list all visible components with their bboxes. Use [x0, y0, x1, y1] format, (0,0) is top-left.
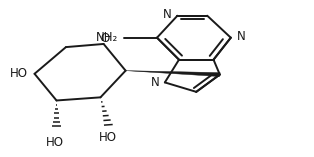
Text: HO: HO: [99, 131, 117, 144]
Text: N: N: [150, 76, 159, 89]
Text: N: N: [163, 8, 172, 21]
Text: HO: HO: [46, 136, 64, 149]
Text: N: N: [236, 30, 245, 43]
Polygon shape: [126, 71, 220, 76]
Text: HO: HO: [10, 67, 28, 80]
Text: NH₂: NH₂: [95, 31, 118, 44]
Text: O: O: [100, 32, 110, 45]
